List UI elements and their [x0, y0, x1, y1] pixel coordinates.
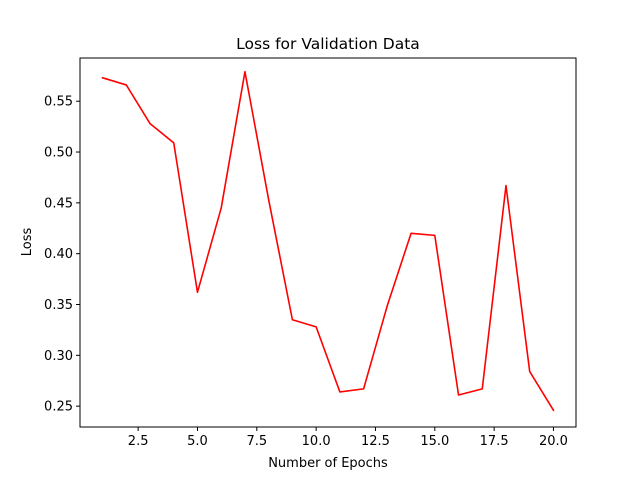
y-axis-ticks: 0.25 0.30 0.35 0.40 0.45 0.50 0.55	[44, 95, 80, 415]
x-tick-label: 15.0	[420, 434, 449, 449]
y-tick-label: 0.45	[44, 196, 73, 211]
y-axis-label: Loss	[20, 228, 35, 257]
x-axis-ticks: 2.5 5.0 7.5 10.0 12.5 15.0 17.5 20.0	[128, 427, 568, 449]
y-tick-label: 0.50	[44, 146, 73, 161]
chart-title: Loss for Validation Data	[236, 35, 420, 53]
y-tick-label: 0.40	[44, 247, 73, 262]
y-tick-label: 0.55	[44, 95, 73, 110]
x-tick-label: 10.0	[302, 434, 331, 449]
series-layer	[101, 70, 555, 412]
y-tick-label: 0.35	[44, 298, 73, 313]
x-tick-label: 12.5	[361, 434, 390, 449]
x-tick-label: 2.5	[128, 434, 149, 449]
x-tick-label: 20.0	[539, 434, 568, 449]
y-tick-label: 0.30	[44, 349, 73, 364]
x-tick-label: 17.5	[480, 434, 509, 449]
x-axis-label: Number of Epochs	[268, 456, 388, 471]
series-line	[101, 70, 555, 412]
plot-area	[80, 58, 576, 427]
x-tick-label: 5.0	[187, 434, 208, 449]
x-tick-label: 7.5	[246, 434, 267, 449]
plot-frame	[79, 57, 577, 428]
y-tick-label: 0.25	[44, 400, 73, 415]
